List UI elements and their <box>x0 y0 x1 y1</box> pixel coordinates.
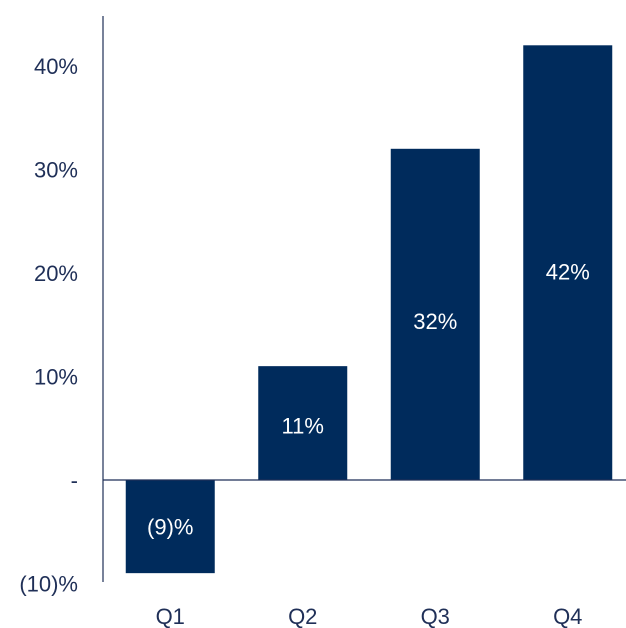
y-tick-label: 10% <box>34 365 78 390</box>
bar-value-label: 42% <box>546 259 590 284</box>
x-tick-label: Q2 <box>288 604 317 628</box>
y-tick-label: - <box>71 468 78 493</box>
bars: (9)% 11% 32% 42% <box>125 45 613 574</box>
x-tick-label: Q1 <box>156 604 185 628</box>
y-tick-label: 20% <box>34 261 78 286</box>
y-axis: (10)% - 10% 20% 30% 40% <box>19 16 104 597</box>
x-axis: Q1 Q2 Q3 Q4 <box>103 479 626 628</box>
bar-q3 <box>390 148 480 481</box>
bar-q1 <box>125 480 215 574</box>
bar-q4 <box>523 45 613 481</box>
bar-value-label: 11% <box>282 413 324 438</box>
bar-value-label: (9)% <box>147 515 193 540</box>
y-tick-label: (10)% <box>19 572 78 597</box>
bar-q2 <box>258 366 348 480</box>
y-tick-label: 40% <box>34 54 78 79</box>
y-tick-label: 30% <box>34 158 78 183</box>
x-tick-label: Q3 <box>421 604 450 628</box>
bar-value-label: 32% <box>413 309 457 334</box>
x-tick-label: Q4 <box>553 604 582 628</box>
